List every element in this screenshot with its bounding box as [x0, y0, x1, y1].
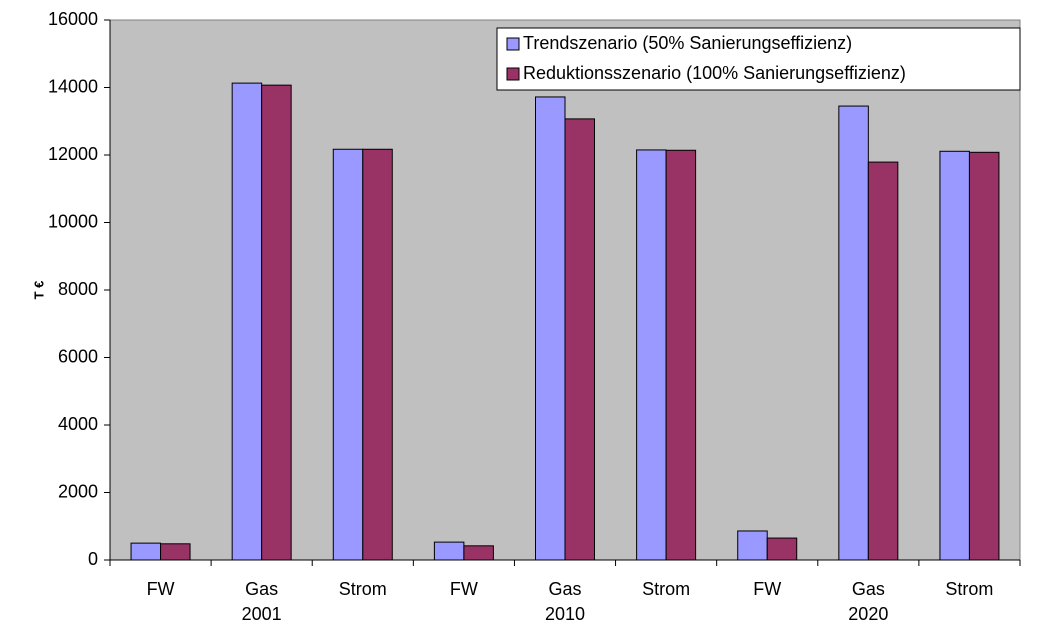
bar: [665, 149, 697, 561]
bar: [535, 96, 566, 561]
bar: [939, 150, 970, 561]
y-tick-label: 4000: [58, 414, 98, 434]
bar: [737, 530, 768, 561]
y-tick-label: 16000: [48, 9, 98, 29]
group-label: 2010: [545, 604, 585, 624]
bar: [766, 537, 798, 561]
y-tick-label: 10000: [48, 211, 98, 231]
y-tick-label: 14000: [48, 76, 98, 96]
x-tick-label: FW: [450, 579, 478, 599]
x-tick-label: Gas: [852, 579, 885, 599]
group-label: 2001: [242, 604, 282, 624]
bar: [362, 148, 393, 561]
bar: [261, 84, 292, 561]
x-tick-label: Strom: [642, 579, 690, 599]
legend-swatch: [506, 67, 520, 81]
x-tick-label: Gas: [245, 579, 278, 599]
bar: [968, 151, 1000, 561]
bar: [332, 148, 364, 561]
y-tick-label: 8000: [58, 279, 98, 299]
bar: [838, 105, 869, 561]
bar: [867, 161, 899, 561]
legend-label: Reduktionsszenario (100% Sanierungseffiz…: [523, 63, 906, 83]
bar: [130, 542, 162, 561]
x-tick-label: FW: [147, 579, 175, 599]
x-tick-label: Strom: [945, 579, 993, 599]
y-tick-label: 12000: [48, 144, 98, 164]
legend-label: Trendszenario (50% Sanierungseffizienz): [523, 33, 852, 53]
x-tick-label: FW: [753, 579, 781, 599]
x-tick-label: Gas: [548, 579, 581, 599]
group-label: 2020: [848, 604, 888, 624]
bar: [564, 118, 595, 561]
bar: [433, 541, 465, 561]
bar: [160, 543, 191, 561]
x-tick-label: Strom: [339, 579, 387, 599]
y-tick-label: 2000: [58, 481, 98, 501]
y-tick-label: 6000: [58, 346, 98, 366]
bar: [231, 82, 263, 561]
legend: [496, 27, 1021, 91]
bar: [463, 545, 494, 561]
bar: [636, 149, 667, 561]
y-tick-label: 0: [88, 549, 98, 569]
legend-swatch: [506, 37, 520, 51]
y-axis-label: T €: [31, 281, 46, 300]
